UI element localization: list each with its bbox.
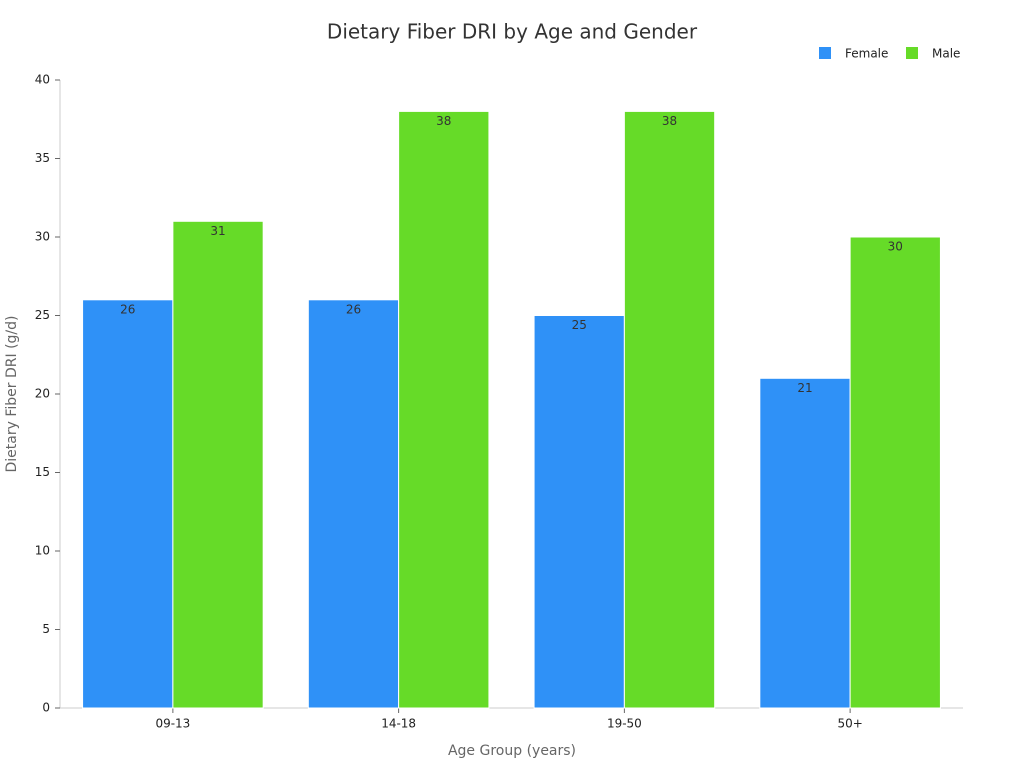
data-label: 30	[888, 240, 903, 254]
data-label: 26	[346, 302, 361, 316]
data-label: 25	[572, 318, 587, 332]
bar	[82, 299, 174, 709]
chart-title: Dietary Fiber DRI by Age and Gender	[327, 20, 698, 44]
y-tick-label: 20	[35, 387, 50, 401]
legend-swatch	[819, 47, 831, 59]
bar	[849, 236, 941, 709]
x-tick-label: 50+	[837, 717, 862, 731]
bar	[307, 299, 400, 709]
data-label: 31	[210, 224, 225, 238]
y-tick-label: 40	[35, 73, 50, 87]
data-label: 38	[436, 114, 451, 128]
x-axis-title: Age Group (years)	[448, 743, 576, 759]
data-label: 21	[797, 381, 812, 395]
y-axis-title: Dietary Fiber DRI (g/d)	[4, 316, 20, 473]
y-tick-label: 30	[35, 230, 50, 244]
y-tick-label: 5	[42, 622, 50, 636]
data-label: 26	[120, 302, 135, 316]
y-tick-label: 35	[35, 151, 50, 165]
legend-label: Female	[845, 47, 888, 61]
y-tick-label: 10	[35, 544, 50, 558]
y-tick-label: 15	[35, 465, 50, 479]
x-tick-label: 19-50	[607, 717, 642, 731]
x-tick-label: 14-18	[381, 717, 416, 731]
y-tick-label: 25	[35, 308, 50, 322]
y-tick-label: 0	[42, 701, 50, 715]
legend-label: Male	[932, 47, 960, 61]
legend-swatch	[906, 47, 918, 59]
bar	[623, 110, 716, 709]
data-label: 38	[662, 114, 677, 128]
bar	[759, 377, 851, 709]
bar	[398, 110, 490, 709]
x-tick-label: 09-13	[155, 717, 190, 731]
bar	[533, 315, 625, 709]
bar	[172, 220, 264, 709]
